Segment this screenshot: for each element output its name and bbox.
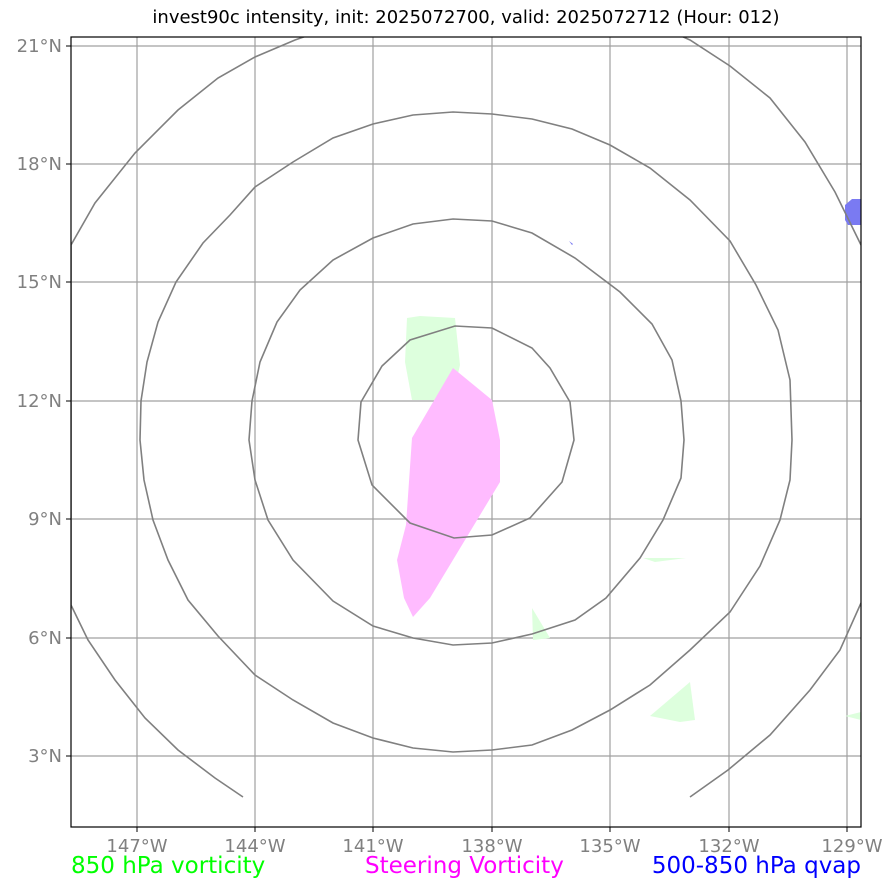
vorticity-850-area [643,558,686,562]
legend-steering-vorticity: Steering Vorticity [365,853,564,879]
vorticity-850-area [532,608,550,640]
map-frame [70,36,862,828]
map-title: invest90c intensity, init: 2025072700, v… [152,7,780,28]
range-ring-1 [357,325,575,539]
lon-tick-label: 132°W [698,836,759,857]
lat-tick-label: 18°N [17,154,62,175]
lat-tick-label: 3°N [28,746,62,767]
lat-tick-label: 9°N [28,509,62,530]
qvap-areas [569,199,861,245]
range-ring-4 [71,37,306,798]
lat-tick-label: 6°N [28,628,62,649]
vorticity-850-area [650,682,695,722]
legend-850-vorticity: 850 hPa vorticity [71,853,266,879]
lat-tick-label: 21°N [17,36,62,57]
lon-tick-label: 138°W [461,836,522,857]
range-ring-3 [139,111,793,753]
qvap-area [845,199,861,225]
lon-tick-label: 147°W [106,836,167,857]
qvap-area [569,241,573,245]
range-ring-4 [681,37,861,246]
vorticity-850-area [845,712,861,720]
lat-tick-label: 12°N [17,391,62,412]
range-ring-4 [689,602,861,798]
lon-tick-label: 141°W [342,836,403,857]
legend-qvap: 500-850 hPa qvap [651,853,861,879]
range-ring-2 [248,218,685,646]
range-rings [71,37,861,798]
lat-tick-label: 15°N [17,272,62,293]
lon-tick-label: 135°W [579,836,640,857]
steering-vorticity-area [397,368,500,617]
lon-tick-label: 144°W [224,836,285,857]
lon-tick-label: 129°W [821,836,882,857]
